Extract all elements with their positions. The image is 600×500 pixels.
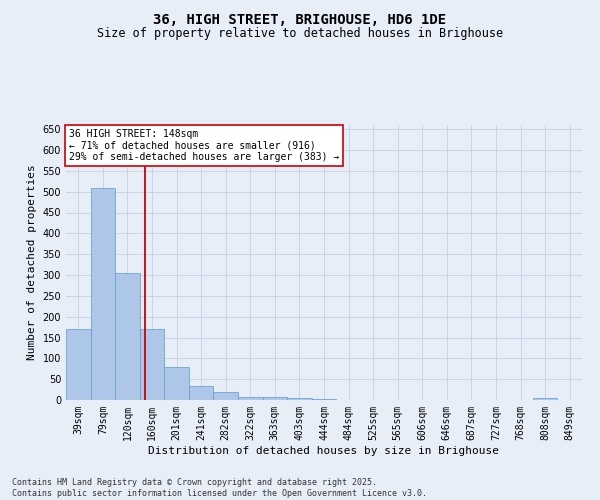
Bar <box>91 188 115 400</box>
X-axis label: Distribution of detached houses by size in Brighouse: Distribution of detached houses by size … <box>149 446 499 456</box>
Text: 36, HIGH STREET, BRIGHOUSE, HD6 1DE: 36, HIGH STREET, BRIGHOUSE, HD6 1DE <box>154 12 446 26</box>
Bar <box>164 366 189 400</box>
Bar <box>66 329 91 400</box>
Bar <box>140 329 164 400</box>
Bar <box>312 399 336 400</box>
Bar <box>263 396 287 400</box>
Bar <box>214 392 238 400</box>
Bar <box>533 398 557 400</box>
Text: 36 HIGH STREET: 148sqm
← 71% of detached houses are smaller (916)
29% of semi-de: 36 HIGH STREET: 148sqm ← 71% of detached… <box>68 129 339 162</box>
Text: Size of property relative to detached houses in Brighouse: Size of property relative to detached ho… <box>97 28 503 40</box>
Bar <box>115 273 140 400</box>
Bar <box>189 386 214 400</box>
Text: Contains HM Land Registry data © Crown copyright and database right 2025.
Contai: Contains HM Land Registry data © Crown c… <box>12 478 427 498</box>
Y-axis label: Number of detached properties: Number of detached properties <box>27 164 37 360</box>
Bar <box>287 398 312 400</box>
Bar <box>238 396 263 400</box>
